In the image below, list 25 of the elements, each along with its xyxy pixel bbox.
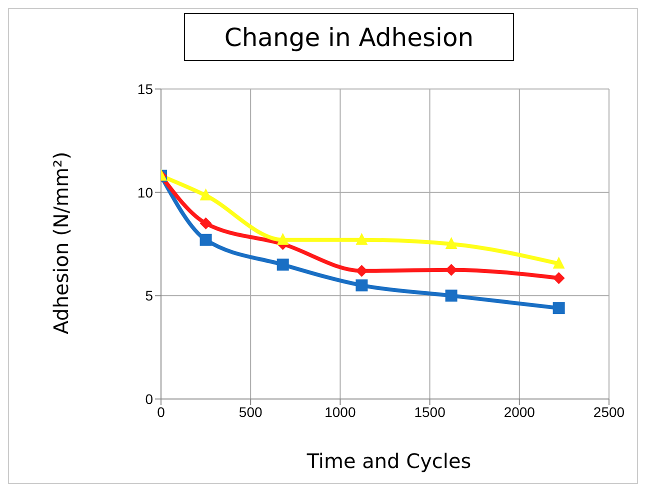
chart-title: Change in Adhesion: [184, 13, 514, 61]
x-tick-label: 1500: [414, 404, 446, 420]
point: [356, 232, 368, 245]
point: [200, 188, 212, 200]
point: [200, 234, 212, 246]
y-tick-label: 5: [145, 288, 154, 304]
x-axis-title: Time and Cycles: [306, 449, 472, 473]
point: [552, 272, 565, 284]
y-axis-title: Adhesion (N/mm²): [49, 152, 73, 334]
x-tick-label: 2000: [504, 404, 536, 420]
point: [356, 279, 368, 292]
point: [200, 217, 212, 230]
y-tick-label: 0: [145, 390, 154, 407]
point: [276, 258, 289, 271]
x-tick-label: 2500: [593, 404, 625, 420]
point: [445, 237, 458, 249]
point: [445, 290, 458, 302]
point: [552, 256, 565, 269]
x-tick-label: 0: [157, 404, 166, 420]
x-tick-label: 500: [238, 404, 262, 420]
y-tick-label: 10: [137, 184, 154, 200]
y-tick-label: 15: [137, 80, 154, 97]
point: [276, 232, 289, 245]
point: [552, 302, 565, 314]
x-tick-label: 1000: [324, 404, 356, 420]
